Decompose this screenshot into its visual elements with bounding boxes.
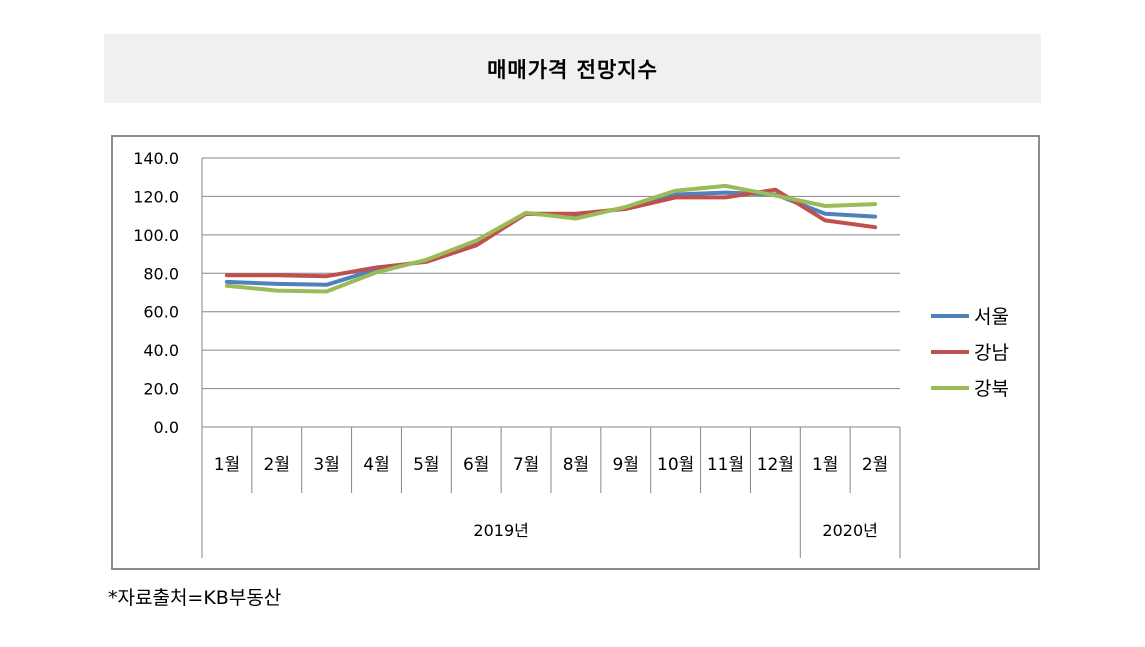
- y-tick-label: 60.0: [143, 303, 179, 322]
- y-tick-label: 100.0: [133, 226, 179, 245]
- x-tick-label: 2월: [862, 455, 888, 475]
- x-tick-label: 9월: [613, 455, 639, 475]
- x-tick-label: 5월: [413, 455, 439, 475]
- series-line-강북: [224, 183, 878, 294]
- series-line-강남: [224, 187, 878, 279]
- y-tick-label: 20.0: [143, 380, 179, 399]
- x-tick-label: 1월: [812, 455, 838, 475]
- source-note: *자료출처=KB부동산: [108, 587, 282, 609]
- series-line-서울: [224, 190, 878, 287]
- y-tick-label: 0.0: [154, 418, 179, 437]
- x-tick-label: 7월: [513, 455, 539, 475]
- title-bar: 매매가격 전망지수: [104, 34, 1041, 103]
- year-group-label: 2020년: [822, 521, 877, 540]
- y-tick-label: 40.0: [143, 341, 179, 360]
- x-tick-label: 10월: [657, 455, 694, 475]
- legend-label: 서울: [974, 306, 1009, 328]
- x-tick-label: 11월: [707, 455, 744, 475]
- chart-title: 매매가격 전망지수: [487, 57, 658, 82]
- x-tick-label: 2월: [264, 455, 290, 475]
- y-tick-label: 120.0: [133, 187, 179, 206]
- x-tick-label: 3월: [313, 455, 339, 475]
- legend-label: 강북: [974, 378, 1009, 400]
- chart-frame: [111, 135, 1040, 570]
- year-group-label: 2019년: [473, 521, 528, 540]
- x-tick-label: 1월: [214, 455, 240, 475]
- x-tick-label: 4월: [363, 455, 389, 475]
- x-tick-label: 12월: [757, 455, 794, 475]
- x-tick-label: 8월: [563, 455, 589, 475]
- y-tick-label: 140.0: [133, 149, 179, 168]
- x-tick-label: 6월: [463, 455, 489, 475]
- y-tick-label: 80.0: [143, 264, 179, 283]
- legend-label: 강남: [974, 342, 1009, 364]
